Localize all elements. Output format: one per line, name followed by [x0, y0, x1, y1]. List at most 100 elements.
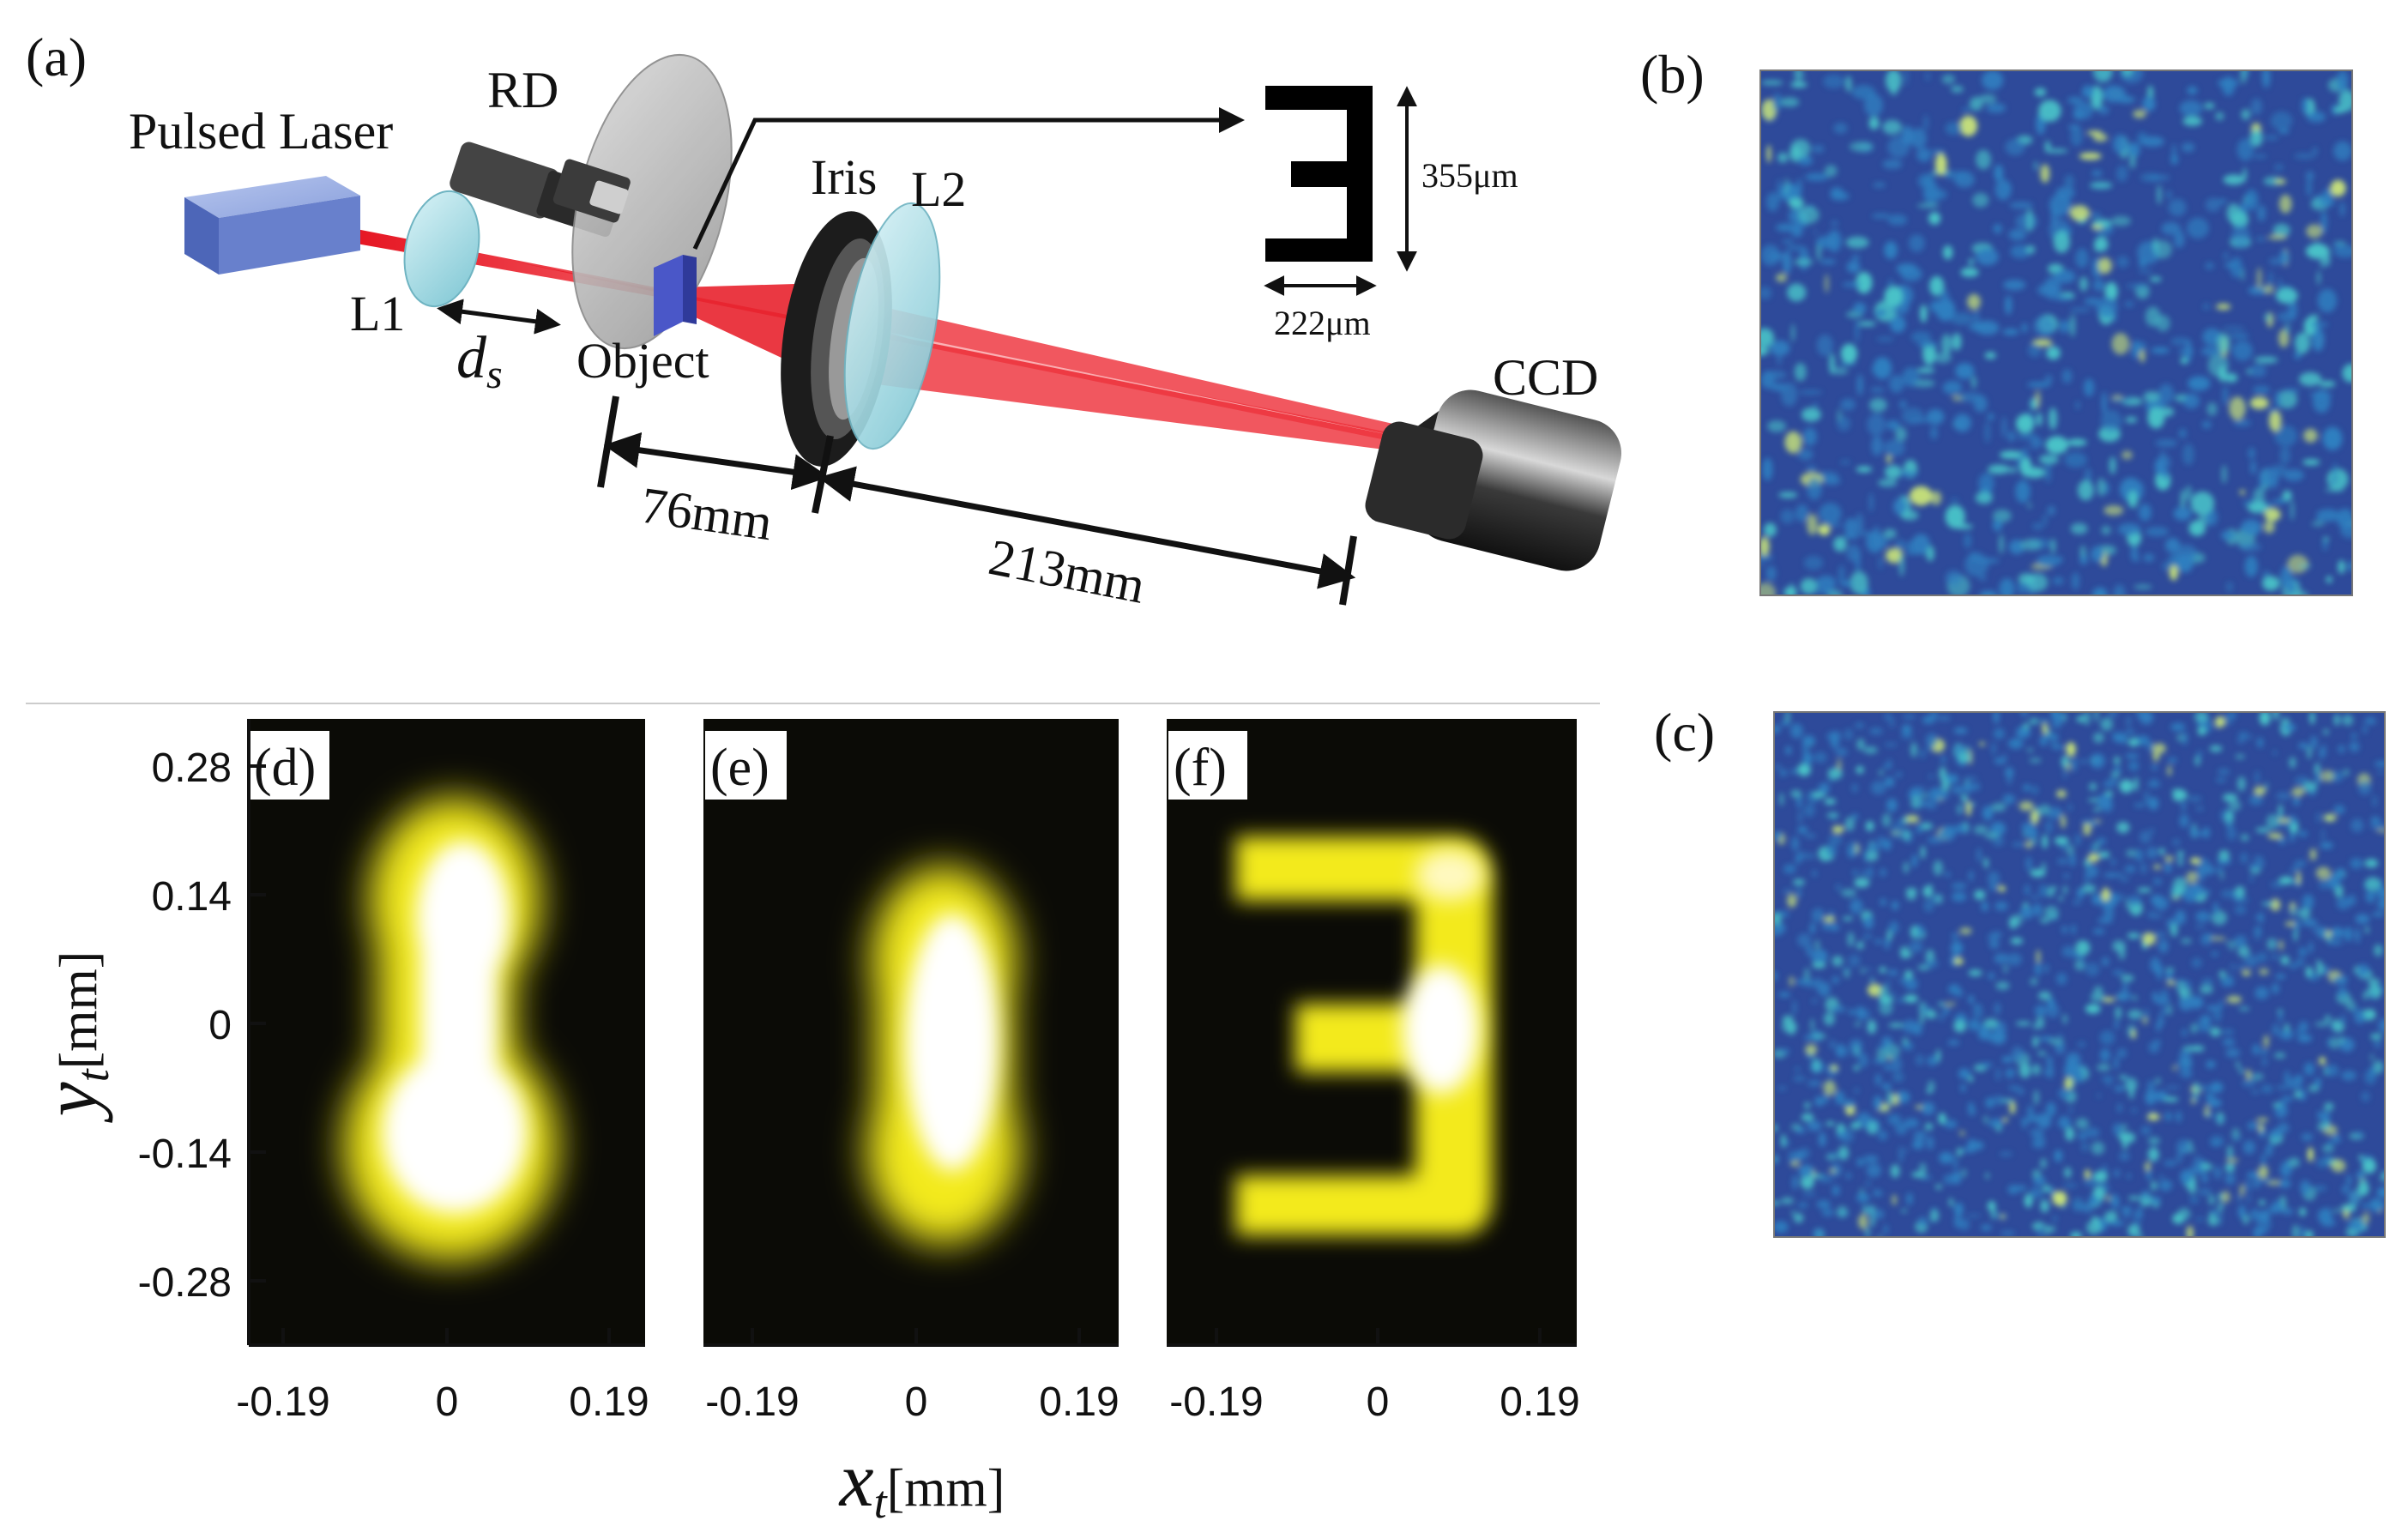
- speckle-grain: [1840, 460, 1851, 465]
- speckle-grain: [2145, 527, 2170, 537]
- speckle-grain: [1902, 1037, 1909, 1046]
- speckle-grain: [1867, 1019, 1877, 1035]
- speckle-grain: [2229, 945, 2236, 951]
- x-tick-label: 0.19: [569, 1379, 649, 1425]
- speckle-grain: [1853, 842, 1857, 854]
- image-panel-e: (e): [703, 719, 1119, 1345]
- speckle-grain: [2254, 925, 2261, 940]
- speckle-grain: [2113, 756, 2121, 765]
- speckle-grain: [1983, 857, 1989, 869]
- speckle-grain: [1921, 1101, 1935, 1115]
- speckle-grain: [2036, 413, 2043, 426]
- speckle-grain: [2166, 190, 2172, 200]
- speckle-grain: [2182, 731, 2188, 746]
- speckle-grain: [1922, 793, 1928, 798]
- speckle-grain: [2234, 885, 2245, 899]
- speckle-grain: [1879, 868, 1887, 877]
- speckle-grain: [2330, 179, 2346, 197]
- speckle-grain: [1957, 1147, 1963, 1156]
- speckle-grain: [1853, 302, 1867, 315]
- speckle-grain: [2205, 1093, 2212, 1099]
- speckle-grain: [2357, 780, 2372, 795]
- speckle-grain: [2256, 267, 2262, 290]
- speckle-grain: [2354, 1011, 2366, 1024]
- speckle-grain: [2317, 288, 2338, 313]
- speckle-grain: [2165, 538, 2181, 553]
- speckle-grain: [2048, 407, 2058, 431]
- speckle-grain: [2147, 407, 2165, 429]
- speckle-grain: [2281, 1208, 2294, 1215]
- speckle-grain: [2111, 893, 2126, 902]
- speckle-grain: [2316, 812, 2321, 823]
- speckle-grain: [1975, 492, 1993, 504]
- speckle-grain: [1953, 1020, 1966, 1033]
- speckle-grain: [2200, 889, 2212, 896]
- speckle-grain: [1894, 1090, 1910, 1104]
- speckle-grain: [2264, 313, 2272, 322]
- x-tick-label: -0.19: [1169, 1379, 1263, 1425]
- speckle-grain: [1963, 776, 1978, 781]
- speckle-grain: [2221, 1029, 2235, 1035]
- speckle-grain: [2326, 576, 2333, 583]
- speckle-grain: [1762, 457, 1773, 481]
- speckle-grain: [1930, 491, 1942, 505]
- speckle-grain: [2158, 1180, 2173, 1192]
- speckle-grain: [2140, 136, 2164, 148]
- speckle-grain: [1899, 400, 1907, 409]
- speckle-grain: [2255, 237, 2266, 242]
- speckle-grain: [2240, 70, 2247, 84]
- speckle-grain: [2350, 857, 2363, 870]
- speckle-grain: [1834, 1090, 1845, 1105]
- speckle-grain: [2093, 242, 2101, 252]
- speckle-grain: [2248, 286, 2268, 295]
- speckle-grain: [1934, 1184, 1942, 1190]
- speckle-grain: [2259, 467, 2279, 486]
- speckle-grain: [2153, 864, 2161, 870]
- speckle-grain: [1775, 922, 1786, 933]
- speckle-grain: [2264, 135, 2279, 141]
- speckle-grain: [2343, 769, 2350, 776]
- speckle-grain: [2315, 866, 2332, 880]
- speckle-grain: [1796, 178, 1802, 200]
- speckle-grain: [1975, 320, 2000, 335]
- speckle-grain: [1993, 224, 2002, 234]
- speckle-grain: [2333, 462, 2338, 484]
- speckle-grain: [1998, 885, 2007, 892]
- speckle-grain: [1959, 926, 1972, 935]
- speckle-grain: [1982, 70, 2004, 90]
- speckle-grain: [1978, 473, 1995, 493]
- speckle-grain: [2203, 303, 2210, 311]
- speckle-grain: [2358, 1155, 2364, 1160]
- speckle-grain: [1788, 1150, 1795, 1164]
- y-tick-label: -0.28: [138, 1260, 232, 1306]
- speckle-grain: [2224, 372, 2238, 383]
- speckle-grain: [2054, 836, 2069, 845]
- speckle-grain: [1813, 230, 1818, 234]
- speckle-grain: [2066, 844, 2074, 855]
- speckle-grain: [1837, 1131, 1849, 1140]
- panel-label-f: (f): [1174, 739, 1227, 797]
- speckle-grain: [1960, 794, 1968, 802]
- speckle-grain: [1904, 70, 1909, 86]
- speckle-grain: [2190, 491, 2215, 516]
- speckle-grain: [2260, 1084, 2273, 1094]
- speckle-grain: [1953, 957, 1964, 965]
- speckle-grain: [2201, 420, 2212, 429]
- speckle-grain: [1925, 1010, 1937, 1019]
- speckle-grain: [2044, 374, 2053, 383]
- speckle-grain: [2244, 189, 2259, 211]
- lens-l1-label: L1: [350, 286, 405, 341]
- speckle-grain: [1811, 999, 1818, 1004]
- speckle-grain: [2172, 839, 2181, 846]
- speckle-grain: [1960, 1083, 1966, 1093]
- speckle-grain: [1982, 806, 1994, 821]
- speckle-grain: [1816, 575, 1837, 591]
- speckle-grain: [1903, 951, 1913, 958]
- speckle-grain: [2278, 876, 2294, 885]
- speckle-grain: [2379, 1175, 2385, 1182]
- speckle-grain: [1820, 259, 1837, 264]
- speckle-grain: [2357, 1181, 2369, 1197]
- speckle-grain: [2047, 505, 2055, 516]
- speckle-grain: [2241, 519, 2262, 536]
- speckle-grain: [2093, 279, 2104, 292]
